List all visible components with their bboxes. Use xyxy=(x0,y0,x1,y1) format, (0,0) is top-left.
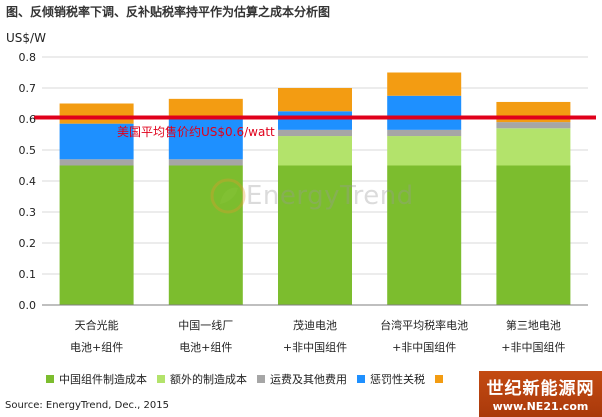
bar-segment-1 xyxy=(278,165,352,305)
legend: 中国组件制造成本 额外的制造成本 运费及其他费用 惩罚性关税 xyxy=(46,371,458,387)
source-note: Source: EnergyTrend, Dec., 2015 xyxy=(5,400,169,411)
page-title: 图、反倾销税率下调、反补贴税率持平作为估算之成本分析图 xyxy=(6,5,331,19)
bar-segment-1 xyxy=(496,165,571,305)
y-tick-label: 0.7 xyxy=(19,82,37,95)
legend-label: 运费及其他费用 xyxy=(270,373,347,386)
ne21-site-logo: 世纪新能源网 www.NE21.com xyxy=(479,371,602,417)
bar-segment-4 xyxy=(168,119,243,160)
bar-segment-3 xyxy=(168,159,243,166)
y-tick-label: 0.5 xyxy=(19,144,37,157)
legend-label: 额外的制造成本 xyxy=(170,373,247,386)
x-category-label: +非中国组件 xyxy=(283,340,347,354)
x-category-label: +非中国组件 xyxy=(501,340,565,354)
legend-label: 中国组件制造成本 xyxy=(59,373,147,386)
bar-segment-1 xyxy=(168,165,243,305)
x-category-label: 中国一线厂 xyxy=(178,318,233,332)
bar-segment-5 xyxy=(59,103,134,124)
bar-segment-2 xyxy=(278,136,352,166)
x-category-label: +非中国组件 xyxy=(392,340,456,354)
bar-segment-3 xyxy=(496,122,571,129)
bar-segment-5 xyxy=(387,72,462,96)
reference-line-group: 美国平均售价约US$0.6/watt xyxy=(34,115,596,139)
y-axis-unit-label: US$/W xyxy=(6,31,46,45)
legend-item xyxy=(435,375,448,383)
watermark-text: EnergyTrend xyxy=(246,181,414,211)
bar-segment-2 xyxy=(496,128,571,166)
bar-segment-5 xyxy=(168,98,243,119)
legend-item: 额外的制造成本 xyxy=(157,371,247,387)
legend-label: 惩罚性关税 xyxy=(370,373,425,386)
x-category-label: 电池+组件 xyxy=(179,340,232,354)
bar-segment-1 xyxy=(59,165,134,305)
energytrend-watermark: EnergyTrend xyxy=(210,178,414,214)
y-tick-label: 0.3 xyxy=(19,206,37,219)
y-tick-label: 0.2 xyxy=(19,237,37,250)
y-tick-label: 0.8 xyxy=(19,51,37,64)
bar-segment-1 xyxy=(387,165,462,305)
x-category-label: 天合光能 xyxy=(75,318,119,332)
y-tick-label: 0.6 xyxy=(19,113,37,126)
x-category-label: 电池+组件 xyxy=(70,340,123,354)
bars xyxy=(59,72,571,305)
x-category-label: 台湾平均税率电池 xyxy=(380,318,468,332)
legend-item: 中国组件制造成本 xyxy=(46,371,147,387)
legend-swatch xyxy=(435,375,443,383)
legend-swatch xyxy=(46,375,54,383)
bar-segment-3 xyxy=(59,159,134,166)
legend-swatch xyxy=(257,375,265,383)
bar-segment-5 xyxy=(278,88,352,112)
bar-segment-3 xyxy=(278,129,352,137)
legend-item: 运费及其他费用 xyxy=(257,371,347,387)
y-tick-label: 0.4 xyxy=(19,175,37,188)
y-tick-label: 0.1 xyxy=(19,268,37,281)
energytrend-leaf-icon xyxy=(210,178,246,214)
site-logo-name: 世纪新能源网 xyxy=(486,379,595,399)
x-category-label: 茂迪电池 xyxy=(293,318,337,332)
site-logo-url: www.NE21.com xyxy=(492,400,589,413)
legend-swatch xyxy=(157,375,165,383)
x-category-label: 第三地电池 xyxy=(506,318,561,332)
bar-segment-4 xyxy=(387,95,462,130)
y-tick-label: 0.0 xyxy=(19,299,37,312)
reference-line-label: 美国平均售价约US$0.6/watt xyxy=(117,124,275,139)
bar-segment-2 xyxy=(387,136,462,166)
legend-item: 惩罚性关税 xyxy=(357,371,425,387)
bar-segment-3 xyxy=(387,129,462,137)
legend-swatch xyxy=(357,375,365,383)
bar-segment-4 xyxy=(278,111,352,130)
bar-segment-4 xyxy=(59,123,134,160)
